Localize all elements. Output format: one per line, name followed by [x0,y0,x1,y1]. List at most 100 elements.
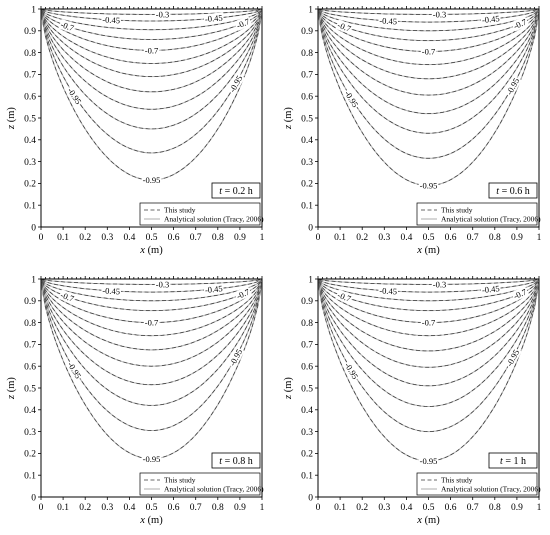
contour-label: -0.95 [143,454,161,464]
contour-label: -0.7 [235,16,251,30]
panel-2: -0.3-0.45 -0.45-0.7-0.7-0.7-0.95-0.95-0.9… [283,5,542,256]
contour-label: -0.45 [379,15,397,26]
contour-label: -0.7 [59,19,75,33]
study-contour [318,12,539,65]
contour-label-bg [378,285,399,297]
x-axis-label: x (m) [139,245,163,256]
x-tick-label: 0.3 [378,503,390,513]
contour-label-bg [480,283,502,296]
contour-label-bg [58,18,77,34]
legend-analytical-label: Analytical solution (Tracy, 2006) [441,485,541,494]
analytical-contour [318,13,539,80]
x-tick-label: 0.1 [57,503,69,513]
y-axis-label: z (m) [283,107,294,130]
y-tick-label: 0.8 [301,319,313,329]
contour-label: -0.7 [512,17,528,32]
analytical-contour [41,282,262,337]
legend-box [416,472,538,496]
study-contour [318,10,539,32]
contour-label-bg [335,289,354,305]
contour-label-bg [503,346,522,369]
time-label-box [488,182,538,199]
time-label-box [211,182,261,199]
contour-label: -0.7 [512,287,528,302]
x-tick-label: 0.9 [234,503,246,513]
analytical-contour [41,12,262,65]
contour-label-bg [378,15,399,27]
study-contour [41,279,262,285]
contour-label-bg [420,46,437,57]
x-tick-label: 0.7 [190,233,202,243]
y-tick-label: 0.9 [301,297,313,307]
x-axis-label: x (m) [416,515,440,526]
study-contour [41,281,262,323]
x-tick-label: 0.5 [423,233,435,243]
x-tick-label: 0.8 [212,503,224,513]
study-contour [318,282,539,337]
analytical-contour [41,279,262,293]
contour-label: -0.95 [420,181,438,191]
study-contour [41,15,262,130]
contour-label-bg [503,75,522,98]
y-tick-label: 1 [31,275,36,285]
panel-3: -0.3-0.45 -0.45-0.7-0.7-0.7-0.95-0.95-0.9… [6,275,265,526]
study-contour [318,280,539,302]
y-tick-label: 0 [308,223,313,233]
x-tick-label: 0.6 [445,503,457,513]
legend-analytical-label: Analytical solution (Tracy, 2006) [164,215,264,224]
x-tick-label: 0.6 [168,233,180,243]
contour-label: -0.7 [422,318,435,328]
contour-label-bg [335,19,354,35]
analytical-contour [318,283,539,352]
panel-1: -0.3-0.45 -0.45-0.7-0.7-0.7-0.95-0.95-0.9… [6,5,265,256]
contour-label-bg [233,15,253,31]
x-tick-label: 0.4 [123,503,135,513]
x-tick-label: 0.6 [445,233,457,243]
y-tick-label: 0.4 [24,136,36,146]
x-tick-label: 0.4 [400,233,412,243]
y-tick-label: 0.8 [24,49,36,59]
study-contour [318,13,539,96]
x-tick-label: 1 [260,233,265,243]
x-tick-label: 0.9 [234,233,246,243]
contour-label: -0.7 [422,47,435,57]
contour-label: -0.45 [102,285,120,296]
analytical-contour [318,282,539,337]
study-contour [318,284,539,387]
y-tick-label: 0.5 [24,384,36,394]
contour-label-bg [233,286,253,302]
y-tick-label: 0.8 [301,49,313,59]
contour-label-bg [143,45,160,56]
legend-analytical-label: Analytical solution (Tracy, 2006) [164,485,264,494]
x-tick-label: 0 [316,503,321,513]
contour-label-bg [58,289,77,305]
study-contour [41,10,262,31]
analytical-contour [41,9,262,22]
y-tick-label: 0.6 [24,93,36,103]
x-tick-label: 0.3 [378,233,390,243]
analytical-contour [318,285,539,408]
y-tick-label: 0.4 [24,406,36,416]
x-tick-label: 1 [537,233,542,243]
x-tick-label: 0 [39,233,44,243]
contour-label-bg [143,317,160,328]
x-tick-label: 0.2 [79,233,91,243]
legend-study-label: This study [441,206,473,215]
study-contour [41,280,262,311]
y-tick-label: 0.9 [24,297,36,307]
x-tick-label: 0.6 [168,503,180,513]
contour-label: -0.45 [102,14,120,25]
contour-label: -0.45 [481,283,500,295]
contour-label-bg [342,87,362,110]
analytical-contour [318,8,539,16]
y-tick-label: 0.4 [301,136,313,146]
legend-analytical-label: Analytical solution (Tracy, 2006) [441,215,541,224]
study-contour [318,283,539,368]
contour-label-bg [101,285,122,297]
y-tick-label: 0.1 [301,472,313,482]
time-label-box [211,452,261,469]
x-tick-label: 0.1 [57,233,69,243]
study-contour [318,285,539,407]
study-contour [41,9,262,22]
x-tick-label: 0.3 [101,503,113,513]
